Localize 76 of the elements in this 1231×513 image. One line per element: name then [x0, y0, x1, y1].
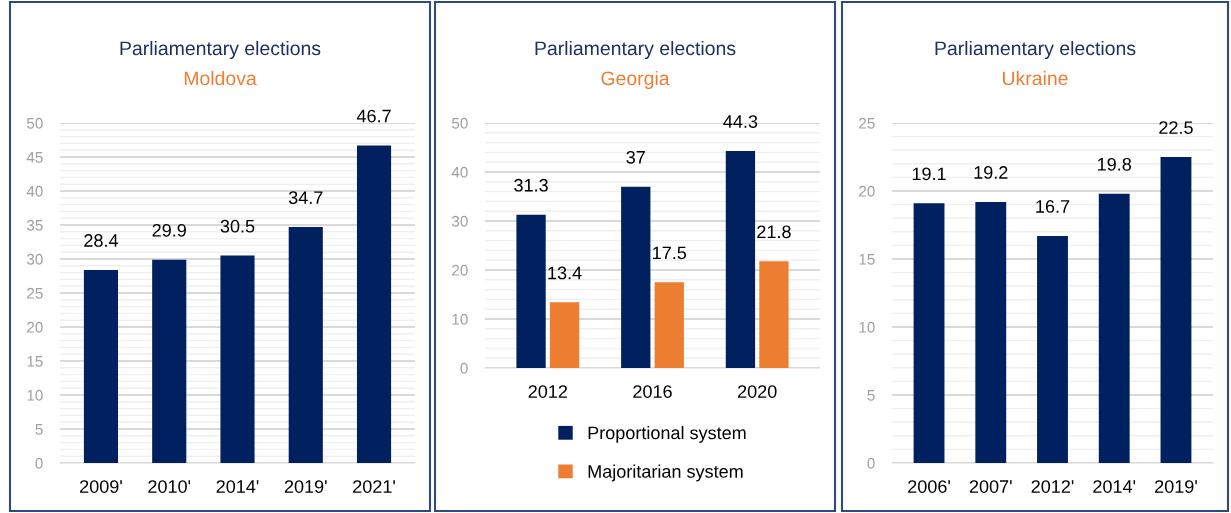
x-tick-label: 2014': [216, 480, 259, 493]
data-label: 46.7: [356, 109, 391, 123]
y-tick-label: 15: [27, 356, 43, 367]
y-tick-label: 15: [859, 254, 875, 265]
x-tick-label: 2009': [80, 480, 122, 493]
y-tick-label: 20: [27, 321, 43, 333]
bar: [759, 261, 789, 368]
chart-subtitle: Georgia: [601, 70, 670, 90]
y-tick-label: 35: [26, 219, 43, 231]
x-tick-label: 2019': [284, 480, 327, 493]
data-label: 21.8: [757, 225, 791, 239]
x-tick-label: 2019': [1155, 480, 1197, 493]
chart-title: Parliamentary elections: [535, 40, 736, 60]
chart-title: Parliamentary elections: [120, 40, 321, 60]
y-tick-label: 40: [451, 166, 468, 178]
bar: [220, 255, 255, 463]
y-tick-label: 30: [451, 215, 468, 227]
y-tick-label: 25: [27, 287, 43, 299]
y-tick-label: 20: [859, 185, 875, 197]
bar: [288, 227, 323, 463]
bar: [152, 259, 187, 463]
data-label: 34.7: [288, 191, 323, 205]
data-label: 22.5: [1159, 121, 1193, 134]
chart-title: Parliamentary elections: [935, 40, 1136, 60]
x-tick-label: 2012: [528, 385, 567, 398]
x-tick-label: 2014': [1093, 480, 1136, 493]
y-tick-label: 50: [451, 117, 468, 129]
x-tick-label: 2016: [633, 385, 672, 398]
x-tick-label: 2007': [969, 480, 1012, 493]
data-label: 19.8: [1098, 157, 1132, 171]
data-label: 13.4: [548, 266, 582, 280]
bar: [83, 269, 119, 463]
data-label: 29.9: [152, 223, 186, 237]
y-tick-label: 5: [35, 424, 43, 435]
y-tick-label: 10: [859, 321, 875, 333]
y-tick-label: 45: [26, 152, 43, 163]
data-label: 44.3: [723, 115, 758, 128]
data-label: 37: [626, 150, 645, 164]
bar: [725, 150, 756, 368]
y-tick-label: 0: [35, 457, 43, 469]
x-tick-label: 2020: [738, 385, 777, 398]
y-tick-label: 0: [460, 362, 468, 374]
legend-label: Majoritarian system: [588, 464, 743, 482]
legend-label: Proportional system: [588, 426, 746, 443]
bar: [516, 214, 546, 368]
data-label: 17.5: [653, 246, 687, 260]
y-tick-label: 5: [867, 390, 875, 401]
y-tick-label: 40: [26, 185, 43, 197]
y-tick-label: 10: [452, 313, 468, 325]
chart-subtitle: Moldova: [184, 70, 257, 86]
bar: [654, 282, 684, 368]
x-tick-label: 2021': [353, 480, 395, 493]
y-tick-label: 30: [26, 253, 43, 265]
bar: [913, 203, 945, 463]
data-label: 16.7: [1036, 200, 1070, 213]
x-tick-label: 2006': [908, 480, 950, 493]
bar: [621, 186, 651, 368]
bar: [975, 201, 1007, 463]
y-tick-label: 10: [27, 389, 43, 401]
data-label: 19.2: [974, 166, 1008, 179]
data-label: 30.5: [220, 219, 255, 233]
y-tick-label: 25: [859, 117, 875, 129]
bar: [1037, 235, 1068, 463]
data-label: 31.3: [514, 178, 548, 192]
bar: [1098, 193, 1130, 463]
chart-subtitle: Ukraine: [1003, 70, 1068, 86]
y-tick-label: 0: [867, 457, 875, 469]
y-tick-label: 50: [26, 117, 43, 129]
y-tick-label: 20: [452, 264, 468, 276]
bar: [1160, 157, 1192, 463]
bar: [549, 302, 580, 368]
x-tick-label: 2012': [1031, 480, 1074, 493]
data-label: 28.4: [84, 234, 119, 247]
bar: [356, 145, 392, 463]
data-label: 19.1: [912, 167, 946, 181]
x-tick-label: 2010': [148, 480, 191, 493]
